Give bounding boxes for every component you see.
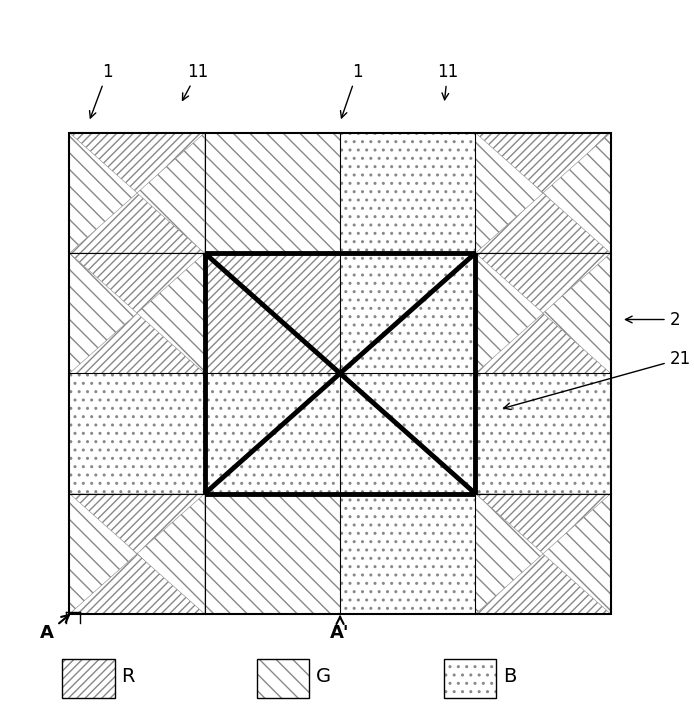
Text: 1: 1 xyxy=(341,62,363,118)
Bar xyxy=(62,659,115,698)
Polygon shape xyxy=(543,494,611,614)
Polygon shape xyxy=(69,133,137,253)
Polygon shape xyxy=(69,494,137,614)
Text: 2: 2 xyxy=(625,310,680,329)
Bar xyxy=(205,133,340,253)
Bar xyxy=(257,659,309,698)
Text: 21: 21 xyxy=(504,350,691,409)
Text: 11: 11 xyxy=(183,62,208,101)
Text: 1: 1 xyxy=(90,62,113,118)
Bar xyxy=(340,494,475,614)
Polygon shape xyxy=(137,133,205,253)
Polygon shape xyxy=(475,494,611,554)
Polygon shape xyxy=(475,313,611,373)
Polygon shape xyxy=(69,193,205,253)
Polygon shape xyxy=(475,193,611,253)
Polygon shape xyxy=(69,253,137,373)
Polygon shape xyxy=(475,133,543,253)
Polygon shape xyxy=(475,554,611,614)
Bar xyxy=(69,133,611,614)
Bar xyxy=(444,659,496,698)
Polygon shape xyxy=(137,494,205,614)
Polygon shape xyxy=(475,494,543,614)
Bar xyxy=(69,373,205,494)
Polygon shape xyxy=(69,494,205,554)
Bar xyxy=(205,494,340,614)
Text: A': A' xyxy=(330,617,350,643)
Polygon shape xyxy=(69,253,205,313)
Bar xyxy=(340,253,475,373)
Text: B: B xyxy=(503,667,516,686)
Polygon shape xyxy=(69,554,205,614)
Bar xyxy=(340,373,475,494)
Polygon shape xyxy=(543,133,611,253)
Polygon shape xyxy=(475,253,543,373)
Bar xyxy=(444,659,496,698)
Polygon shape xyxy=(69,313,205,373)
Polygon shape xyxy=(69,133,205,193)
Bar xyxy=(257,659,309,698)
Bar xyxy=(62,659,115,698)
Text: A: A xyxy=(40,615,69,643)
Text: R: R xyxy=(121,667,135,686)
Polygon shape xyxy=(475,253,611,313)
Polygon shape xyxy=(543,253,611,373)
Text: G: G xyxy=(316,667,331,686)
Bar xyxy=(205,253,340,373)
Bar xyxy=(475,373,611,494)
Bar xyxy=(205,373,340,494)
Text: 11: 11 xyxy=(437,62,458,100)
Bar xyxy=(340,133,475,253)
Polygon shape xyxy=(475,133,611,193)
Polygon shape xyxy=(137,253,205,373)
